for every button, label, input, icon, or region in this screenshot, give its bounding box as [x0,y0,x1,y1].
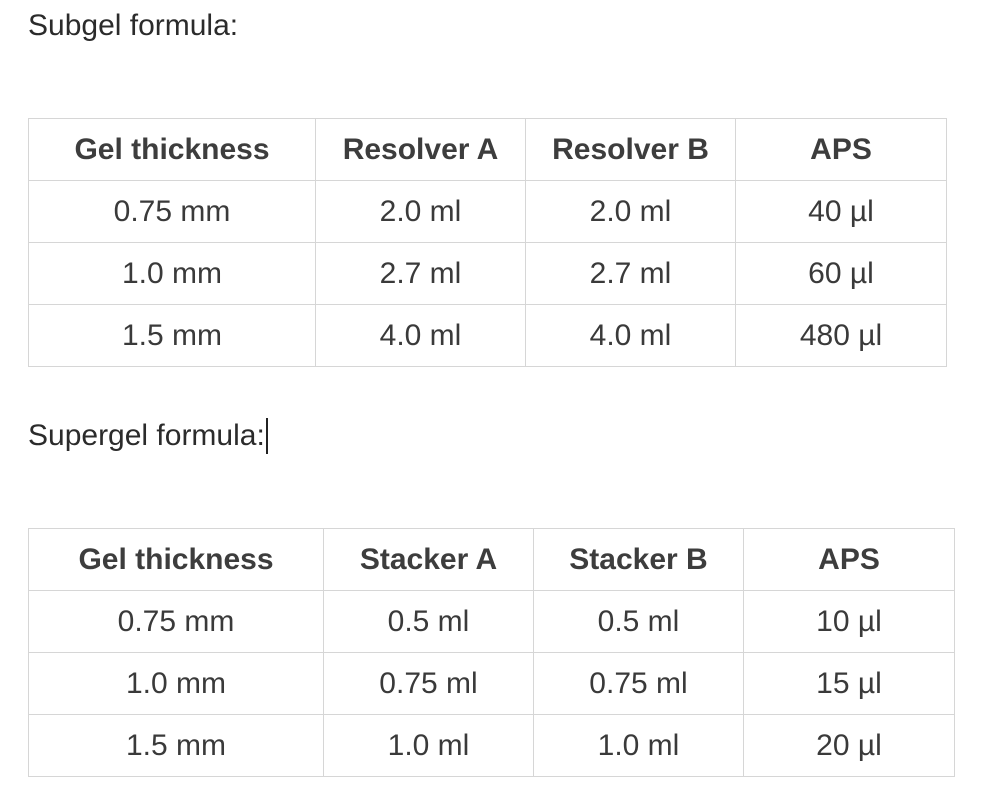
table-cell: 4.0 ml [525,304,736,367]
column-header-resolver-b: Resolver B [525,118,736,181]
column-header-aps: APS [743,528,955,591]
table-cell: 1.5 mm [28,714,324,777]
column-header-stacker-a: Stacker A [323,528,534,591]
table-cell: 0.75 mm [28,180,316,243]
table-cell: 0.5 ml [533,590,744,653]
table-cell: 20 µl [743,714,955,777]
table-header-row: Gel thickness Stacker A Stacker B APS [28,528,955,591]
table-row: 0.75 mm 2.0 ml 2.0 ml 40 µl [28,180,947,243]
supergel-heading[interactable]: Supergel formula: [28,418,268,454]
table-row: 1.5 mm 1.0 ml 1.0 ml 20 µl [28,714,955,777]
table-cell: 0.75 ml [533,652,744,715]
table-cell: 480 µl [735,304,947,367]
table-cell: 0.75 ml [323,652,534,715]
column-header-resolver-a: Resolver A [315,118,526,181]
table-cell: 4.0 ml [315,304,526,367]
column-header-gel-thickness: Gel thickness [28,528,324,591]
table-cell: 2.0 ml [315,180,526,243]
subgel-heading: Subgel formula: [28,9,239,42]
supergel-heading-text: Supergel formula: [28,419,265,452]
table-row: 1.0 mm 2.7 ml 2.7 ml 60 µl [28,242,947,305]
table-row: 1.0 mm 0.75 ml 0.75 ml 15 µl [28,652,955,715]
column-header-gel-thickness: Gel thickness [28,118,316,181]
table-row: 1.5 mm 4.0 ml 4.0 ml 480 µl [28,304,947,367]
table-cell: 2.7 ml [525,242,736,305]
table-cell: 1.0 mm [28,242,316,305]
table-cell: 1.5 mm [28,304,316,367]
supergel-table: Gel thickness Stacker A Stacker B APS 0.… [28,528,955,777]
table-header-row: Gel thickness Resolver A Resolver B APS [28,118,947,181]
table-cell: 10 µl [743,590,955,653]
table-cell: 2.7 ml [315,242,526,305]
table-cell: 60 µl [735,242,947,305]
table-row: 0.75 mm 0.5 ml 0.5 ml 10 µl [28,590,955,653]
table-cell: 1.0 ml [533,714,744,777]
column-header-stacker-b: Stacker B [533,528,744,591]
table-cell: 0.5 ml [323,590,534,653]
table-cell: 1.0 mm [28,652,324,715]
subgel-table: Gel thickness Resolver A Resolver B APS … [28,118,947,367]
table-cell: 0.75 mm [28,590,324,653]
table-cell: 40 µl [735,180,947,243]
table-cell: 2.0 ml [525,180,736,243]
table-cell: 15 µl [743,652,955,715]
table-cell: 1.0 ml [323,714,534,777]
column-header-aps: APS [735,118,947,181]
text-cursor [265,418,268,454]
